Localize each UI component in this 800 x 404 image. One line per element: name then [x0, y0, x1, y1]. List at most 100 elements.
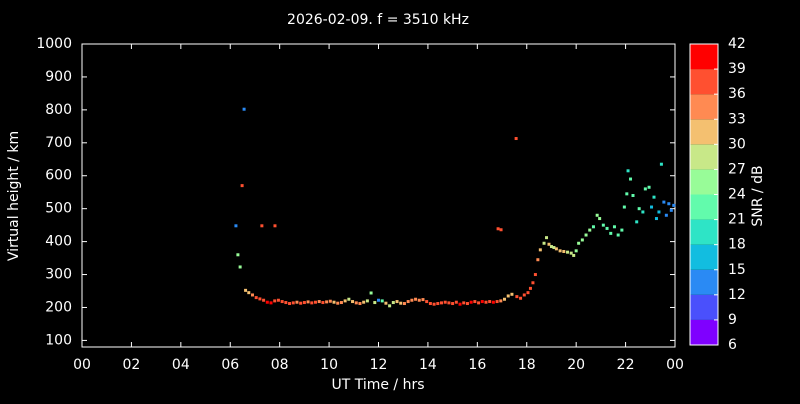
- data-point: [515, 295, 519, 299]
- colorbar-band: [690, 244, 718, 270]
- data-point: [662, 200, 666, 204]
- data-point: [454, 300, 458, 304]
- data-point: [247, 291, 251, 295]
- colorbar-tick-label: 33: [728, 111, 746, 127]
- data-point: [332, 300, 336, 304]
- colorbar-band: [690, 69, 718, 95]
- y-tick-label: 100: [45, 332, 72, 348]
- x-tick-label: 10: [320, 357, 338, 373]
- colorbar-band: [690, 44, 718, 70]
- data-point: [414, 297, 418, 301]
- colorbar-band: [690, 144, 718, 170]
- data-point: [626, 169, 630, 173]
- colorbar-tick-label: 24: [728, 187, 746, 203]
- data-point: [480, 300, 484, 304]
- data-point: [577, 241, 581, 245]
- data-point: [635, 220, 639, 224]
- colorbar-tick-label: 9: [728, 312, 737, 328]
- colorbar-band: [690, 194, 718, 220]
- data-point: [580, 238, 584, 242]
- data-point: [432, 302, 436, 306]
- data-point: [595, 213, 599, 217]
- data-point: [654, 217, 658, 221]
- data-point: [496, 227, 500, 231]
- colorbar-tick-label: 15: [728, 262, 746, 278]
- data-point: [503, 297, 507, 301]
- data-point: [276, 298, 280, 302]
- data-point: [558, 249, 562, 253]
- data-point: [643, 187, 647, 191]
- colorbar-label: SNR / dB: [750, 165, 766, 226]
- data-point: [601, 223, 605, 227]
- data-point: [313, 300, 317, 304]
- data-point: [284, 301, 288, 305]
- data-point: [495, 300, 499, 304]
- data-point: [514, 137, 518, 141]
- data-point: [538, 248, 542, 252]
- data-point: [447, 301, 451, 305]
- data-point: [659, 162, 663, 166]
- data-point: [609, 231, 613, 235]
- data-point: [325, 300, 329, 304]
- colorbar-tick-label: 21: [728, 212, 746, 228]
- data-point: [458, 302, 462, 306]
- colorbar-band: [690, 119, 718, 145]
- data-point: [406, 300, 410, 304]
- colorbar-band: [690, 94, 718, 120]
- x-tick-label: 04: [172, 357, 190, 373]
- colorbar-tick-label: 12: [728, 287, 746, 303]
- data-point: [295, 300, 299, 304]
- data-point: [265, 300, 269, 304]
- data-point: [519, 296, 523, 300]
- data-point: [473, 300, 477, 304]
- data-point: [254, 296, 258, 300]
- colorbar-frame: [689, 43, 719, 346]
- data-point: [549, 245, 553, 249]
- x-tick-label: 22: [617, 357, 635, 373]
- data-point: [667, 202, 671, 206]
- data-point: [631, 194, 635, 197]
- x-tick-label: 00: [666, 357, 684, 373]
- data-point: [465, 302, 469, 306]
- data-point: [506, 294, 510, 298]
- data-point: [343, 299, 347, 303]
- y-tick-label: 1000: [36, 36, 72, 52]
- colorbar-tick-label: 30: [728, 136, 746, 152]
- data-point: [652, 195, 656, 199]
- data-point: [605, 226, 609, 230]
- plot-frame: [81, 43, 676, 348]
- data-point: [499, 299, 503, 303]
- colorbar-tick-label: 27: [728, 161, 746, 177]
- y-tick-label: 800: [45, 102, 72, 118]
- data-point: [354, 301, 358, 305]
- data-point: [443, 300, 447, 304]
- data-point: [657, 210, 661, 214]
- data-point: [410, 298, 414, 302]
- x-tick-label: 14: [419, 357, 437, 373]
- data-point: [288, 302, 292, 306]
- data-point: [664, 213, 668, 217]
- data-point: [522, 293, 526, 297]
- data-point: [462, 301, 466, 305]
- x-tick-label: 02: [123, 357, 141, 373]
- data-point: [484, 300, 488, 304]
- data-point: [574, 249, 578, 253]
- data-point: [302, 301, 306, 305]
- colorbar-tick-label: 42: [728, 36, 746, 52]
- data-point: [328, 299, 332, 303]
- colorbar-tick-label: 6: [728, 337, 737, 353]
- data-point: [260, 224, 264, 228]
- data-point: [528, 286, 532, 290]
- colorbar-band: [690, 319, 718, 345]
- data-point: [451, 302, 455, 306]
- colorbar-tick-label: 39: [728, 61, 746, 77]
- data-point: [421, 298, 425, 302]
- data-point: [369, 291, 373, 295]
- data-point: [428, 302, 432, 306]
- data-point: [339, 301, 343, 305]
- data-point: [391, 301, 395, 305]
- x-tick-label: 16: [468, 357, 486, 373]
- data-point: [351, 300, 355, 304]
